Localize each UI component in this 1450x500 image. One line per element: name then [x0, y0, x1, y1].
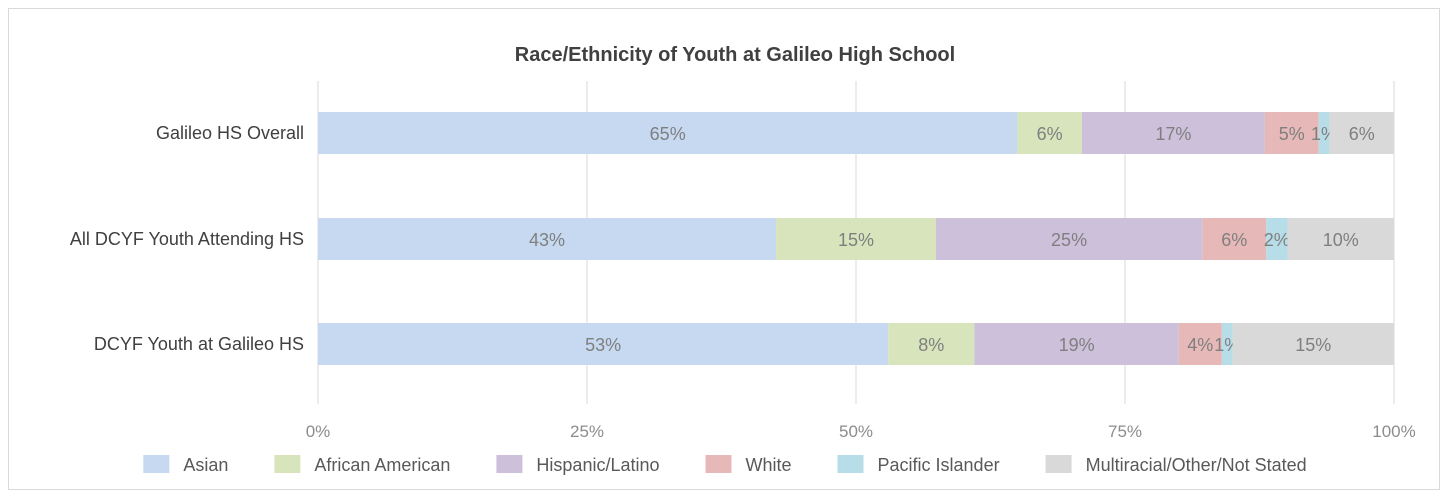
bar-pacific-islander-all-dcyf-youth-attending-hs	[1266, 218, 1288, 260]
data-label-hispanic-latino-all-dcyf-youth-attending-hs: 25%	[1051, 230, 1087, 250]
legend-item-white: White	[705, 455, 792, 475]
bar-hispanic-latino-dcyf-youth-at-galileo-hs	[974, 323, 1179, 365]
bar-white-dcyf-youth-at-galileo-hs	[1178, 323, 1222, 365]
bar-african-american-all-dcyf-youth-attending-hs	[776, 218, 936, 260]
legend-item-multiracial-other-not-stated: Multiracial/Other/Not Stated	[1045, 455, 1307, 475]
category-label-galileo-hs-overall: Galileo HS Overall	[156, 123, 304, 143]
x-tick-label: 50%	[839, 422, 873, 441]
bar-hispanic-latino-all-dcyf-youth-attending-hs	[935, 218, 1203, 260]
bar-asian-galileo-hs-overall	[318, 112, 1018, 154]
legend-swatch	[143, 455, 170, 473]
data-label-asian-dcyf-youth-at-galileo-hs: 53%	[585, 335, 621, 355]
legend-label: White	[746, 455, 792, 475]
legend-item-african-american: African American	[274, 455, 450, 475]
data-label-hispanic-latino-dcyf-youth-at-galileo-hs: 19%	[1059, 335, 1095, 355]
x-tick-label: 25%	[570, 422, 604, 441]
stacked-bar-chart: Race/Ethnicity of Youth at Galileo High …	[70, 44, 1416, 475]
data-label-multiracial-other-not-stated-all-dcyf-youth-attending-hs: 10%	[1323, 230, 1359, 250]
bar-white-all-dcyf-youth-attending-hs	[1202, 218, 1267, 260]
bar-multiracial-other-not-stated-all-dcyf-youth-attending-hs	[1287, 218, 1394, 260]
legend-label: Asian	[183, 455, 228, 475]
data-label-multiracial-other-not-stated-dcyf-youth-at-galileo-hs: 15%	[1295, 335, 1331, 355]
data-label-asian-galileo-hs-overall: 65%	[650, 124, 686, 144]
legend-swatch	[274, 455, 301, 473]
x-tick-label: 0%	[306, 422, 331, 441]
bar-african-american-dcyf-youth-at-galileo-hs	[888, 323, 975, 365]
data-label-african-american-galileo-hs-overall: 6%	[1037, 124, 1063, 144]
legend-label: Pacific Islander	[878, 455, 1000, 475]
legend-swatch	[705, 455, 732, 473]
data-label-multiracial-other-not-stated-galileo-hs-overall: 6%	[1349, 124, 1375, 144]
data-label-asian-all-dcyf-youth-attending-hs: 43%	[529, 230, 565, 250]
x-axis-ticks: 0% 25% 50% 75% 100%	[306, 422, 1416, 441]
data-label-hispanic-latino-galileo-hs-overall: 17%	[1155, 124, 1191, 144]
bar-pacific-islander-dcyf-youth-at-galileo-hs	[1221, 323, 1233, 365]
x-tick-label: 100%	[1372, 422, 1415, 441]
bar-asian-all-dcyf-youth-attending-hs	[318, 218, 777, 260]
data-label-african-american-dcyf-youth-at-galileo-hs: 8%	[918, 335, 944, 355]
chart-frame: Race/Ethnicity of Youth at Galileo High …	[8, 8, 1440, 490]
category-label-dcyf-youth-at-galileo-hs: DCYF Youth at Galileo HS	[94, 334, 304, 354]
legend-item-pacific-islander: Pacific Islander	[837, 455, 1000, 475]
bar-african-american-galileo-hs-overall	[1017, 112, 1082, 154]
bar-pacific-islander-galileo-hs-overall	[1318, 112, 1330, 154]
data-label-african-american-all-dcyf-youth-attending-hs: 15%	[838, 230, 874, 250]
legend-swatch	[496, 455, 523, 473]
legend: Asian African American Hispanic/Latino Whit…	[143, 455, 1307, 475]
data-label-white-all-dcyf-youth-attending-hs: 6%	[1221, 230, 1247, 250]
bar-hispanic-latino-galileo-hs-overall	[1081, 112, 1265, 154]
data-label-white-galileo-hs-overall: 5%	[1279, 124, 1305, 144]
data-label-white-dcyf-youth-at-galileo-hs: 4%	[1187, 335, 1213, 355]
chart-title: Race/Ethnicity of Youth at Galileo High …	[515, 44, 955, 66]
legend-swatch	[1045, 455, 1072, 473]
legend-label: Multiracial/Other/Not Stated	[1086, 455, 1307, 475]
legend-item-hispanic-latino: Hispanic/Latino	[496, 455, 660, 475]
legend-label: African American	[314, 455, 450, 475]
legend-item-asian: Asian	[143, 455, 228, 475]
bar-multiracial-other-not-stated-galileo-hs-overall	[1329, 112, 1394, 154]
category-labels: Galileo HS Overall All DCYF Youth Attendi…	[70, 123, 304, 354]
data-label-pacific-islander-all-dcyf-youth-attending-hs: 2%	[1264, 230, 1290, 250]
bars: 65% 6% 17% 5% 1% 6%43% 15% 25% 6% 2% 10%53% 8% 19% 4%…	[318, 112, 1394, 365]
category-label-all-dcyf-youth-attending-hs: All DCYF Youth Attending HS	[70, 229, 304, 249]
bar-multiracial-other-not-stated-dcyf-youth-at-galileo-hs	[1232, 323, 1394, 365]
x-tick-label: 75%	[1108, 422, 1142, 441]
legend-label: Hispanic/Latino	[536, 455, 659, 475]
bar-asian-dcyf-youth-at-galileo-hs	[318, 323, 889, 365]
bar-white-galileo-hs-overall	[1264, 112, 1319, 154]
legend-swatch	[837, 455, 864, 473]
